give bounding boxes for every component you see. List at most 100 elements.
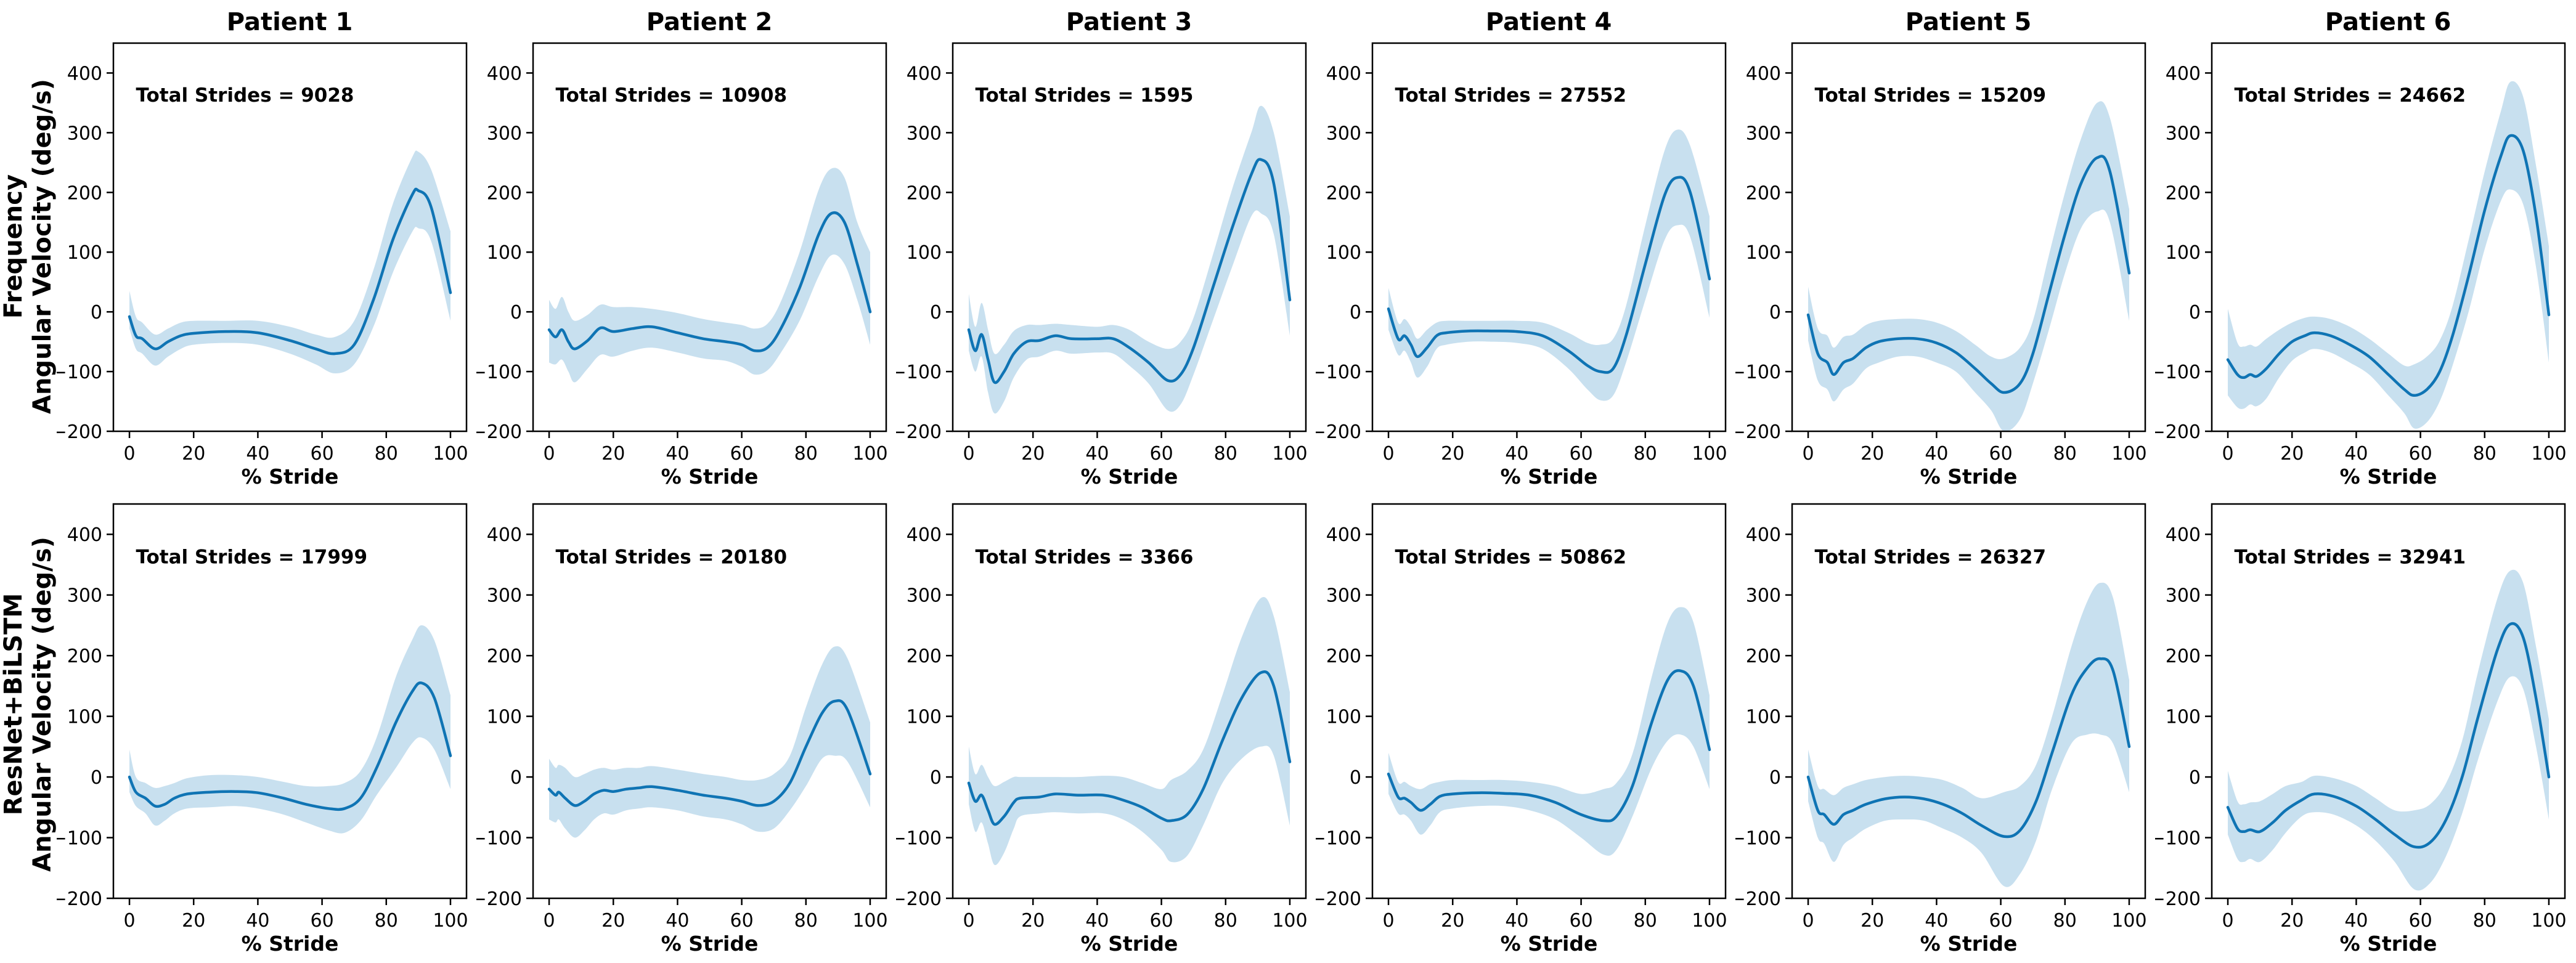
svg-text:% Stride: % Stride <box>1501 932 1598 955</box>
svg-text:0: 0 <box>510 302 522 323</box>
svg-text:300: 300 <box>907 123 942 144</box>
svg-text:−200: −200 <box>2155 888 2201 910</box>
svg-text:200: 200 <box>2166 182 2201 204</box>
subplot-resnet-patient-2: −200 −100 0 100 200 300 400 0 20 40 60 80 100 % Strid… <box>476 488 896 955</box>
svg-text:20: 20 <box>1021 910 1045 932</box>
svg-text:40: 40 <box>2344 443 2368 465</box>
row-label-resnet-bilstm: ResNet+BiLSTM Angular Velocity (deg/s) <box>0 537 57 872</box>
svg-text:20: 20 <box>1441 443 1464 465</box>
svg-text:% Stride: % Stride <box>242 932 339 955</box>
subplot-frequency-patient-2: Patient 2 −200 −100 0 100 200 300 400 0 20 40 60 80… <box>476 7 896 488</box>
svg-text:20: 20 <box>1021 443 1045 465</box>
svg-text:Total Strides = 1595: Total Strides = 1595 <box>975 84 1193 107</box>
svg-text:0: 0 <box>2189 302 2201 323</box>
svg-text:0: 0 <box>1350 767 1361 789</box>
svg-text:80: 80 <box>2473 910 2497 932</box>
svg-text:100: 100 <box>487 707 522 728</box>
svg-text:−100: −100 <box>2155 362 2201 383</box>
svg-text:200: 200 <box>2166 646 2201 667</box>
svg-text:80: 80 <box>375 443 398 465</box>
svg-text:Total Strides = 32941: Total Strides = 32941 <box>2234 546 2466 568</box>
svg-text:% Stride: % Stride <box>1920 465 2018 488</box>
chart-frequency-patient-5: −200 −100 0 100 200 300 400 0 20 40 60 80 100 % Strid… <box>1735 42 2147 488</box>
svg-text:40: 40 <box>2344 910 2368 932</box>
subplot-resnet-patient-5: −200 −100 0 100 200 300 400 0 20 40 60 80 100 % Strid… <box>1735 488 2155 955</box>
svg-text:20: 20 <box>182 910 205 932</box>
svg-text:60: 60 <box>1569 443 1592 465</box>
svg-text:40: 40 <box>1505 910 1528 932</box>
svg-text:20: 20 <box>601 910 625 932</box>
svg-text:Total Strides = 3366: Total Strides = 3366 <box>975 546 1193 568</box>
svg-text:0: 0 <box>123 910 135 932</box>
svg-text:0: 0 <box>123 443 135 465</box>
svg-text:200: 200 <box>907 182 942 204</box>
svg-text:80: 80 <box>2053 443 2077 465</box>
svg-text:100: 100 <box>1272 910 1307 932</box>
svg-text:300: 300 <box>67 585 102 607</box>
svg-text:100: 100 <box>907 242 942 264</box>
svg-text:20: 20 <box>2280 443 2304 465</box>
svg-text:−200: −200 <box>476 421 522 443</box>
svg-text:60: 60 <box>2408 443 2432 465</box>
plot-title: Patient 2 <box>646 8 773 36</box>
svg-text:−200: −200 <box>57 421 102 443</box>
svg-text:40: 40 <box>1505 443 1528 465</box>
chart-frequency-patient-3: −200 −100 0 100 200 300 400 0 20 40 60 80 100 % Strid… <box>896 42 1308 488</box>
svg-text:% Stride: % Stride <box>661 932 759 955</box>
svg-text:0: 0 <box>930 302 942 323</box>
plot-title: Patient 5 <box>1905 8 2032 36</box>
svg-text:60: 60 <box>310 443 333 465</box>
svg-text:60: 60 <box>730 443 753 465</box>
svg-text:0: 0 <box>91 302 102 323</box>
svg-text:40: 40 <box>246 443 269 465</box>
svg-text:60: 60 <box>1149 443 1173 465</box>
svg-text:0: 0 <box>91 767 102 789</box>
row-spacer <box>896 488 1316 498</box>
svg-text:60: 60 <box>1149 910 1173 932</box>
svg-text:100: 100 <box>2111 443 2146 465</box>
svg-text:40: 40 <box>1085 910 1109 932</box>
svg-text:% Stride: % Stride <box>661 465 759 488</box>
svg-text:200: 200 <box>487 646 522 667</box>
subplot-resnet-patient-4: −200 −100 0 100 200 300 400 0 20 40 60 80 100 % Strid… <box>1316 488 1735 955</box>
svg-text:−100: −100 <box>1735 828 1781 850</box>
svg-text:20: 20 <box>182 443 205 465</box>
subplot-resnet-patient-3: −200 −100 0 100 200 300 400 0 20 40 60 80 100 % Strid… <box>896 488 1316 955</box>
subplot-frequency-patient-3: Patient 3 −200 −100 0 100 200 300 400 0 20 40 60 80… <box>896 7 1316 488</box>
svg-text:−200: −200 <box>1735 421 1781 443</box>
chart-resnet-patient-2: −200 −100 0 100 200 300 400 0 20 40 60 80 100 % Strid… <box>476 503 888 955</box>
svg-text:−100: −100 <box>476 362 522 383</box>
svg-text:−100: −100 <box>1316 362 1361 383</box>
plot-title: Patient 6 <box>2325 8 2452 36</box>
svg-text:80: 80 <box>2473 443 2497 465</box>
svg-text:% Stride: % Stride <box>2340 465 2437 488</box>
svg-text:0: 0 <box>510 767 522 789</box>
plot-title: Patient 4 <box>1485 8 1612 36</box>
svg-text:100: 100 <box>433 910 468 932</box>
svg-text:100: 100 <box>2531 443 2566 465</box>
svg-text:0: 0 <box>543 910 555 932</box>
svg-text:Total Strides = 20180: Total Strides = 20180 <box>555 546 787 568</box>
svg-text:40: 40 <box>666 910 689 932</box>
svg-text:−100: −100 <box>1735 362 1781 383</box>
svg-text:300: 300 <box>1746 585 1781 607</box>
svg-text:60: 60 <box>730 910 753 932</box>
plot-title: Patient 1 <box>226 8 353 36</box>
svg-text:% Stride: % Stride <box>2340 932 2437 955</box>
svg-text:100: 100 <box>1692 443 1727 465</box>
chart-frequency-patient-1: −200 −100 0 100 200 300 400 0 20 40 60 80 100 % Strid… <box>57 42 468 488</box>
chart-resnet-patient-5: −200 −100 0 100 200 300 400 0 20 40 60 80 100 % Strid… <box>1735 503 2147 955</box>
svg-text:% Stride: % Stride <box>1081 465 1178 488</box>
svg-text:0: 0 <box>1769 767 1781 789</box>
svg-text:300: 300 <box>2166 585 2201 607</box>
svg-text:200: 200 <box>67 182 102 204</box>
svg-text:−100: −100 <box>476 828 522 850</box>
plot-title: Patient 3 <box>1066 8 1192 36</box>
svg-text:100: 100 <box>1746 707 1781 728</box>
svg-text:Total Strides = 9028: Total Strides = 9028 <box>136 84 354 107</box>
svg-text:100: 100 <box>2166 242 2201 264</box>
svg-text:200: 200 <box>1746 646 1781 667</box>
svg-text:% Stride: % Stride <box>242 465 339 488</box>
subplot-frequency-patient-5: Patient 5 −200 −100 0 100 200 300 400 0 20 40 60 80… <box>1735 7 2155 488</box>
